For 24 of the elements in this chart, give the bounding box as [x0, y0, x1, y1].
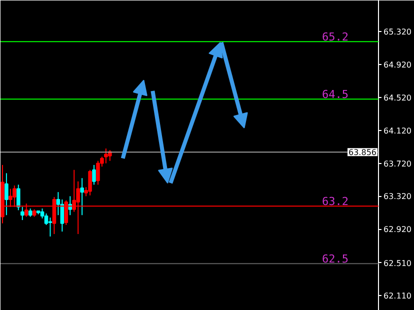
candlestick — [68, 196, 72, 216]
candlestick — [4, 172, 8, 216]
ref-line-label: 63.2 — [322, 195, 349, 208]
y-tick-label: 63.320 — [384, 192, 412, 202]
ref-line-label: 65.2 — [322, 30, 349, 44]
candlestick — [48, 217, 52, 237]
ref-line-label: 64.5 — [322, 88, 349, 102]
candlestick — [20, 206, 24, 221]
y-tick-label: 63.720 — [384, 159, 412, 168]
candlestick — [88, 169, 92, 196]
candlestick — [96, 160, 100, 186]
y-tick-label: 64.520 — [384, 94, 412, 103]
ref-line-label: 63.856 — [348, 148, 376, 158]
y-tick-label: 64.120 — [384, 126, 412, 136]
candlestick — [16, 184, 20, 211]
y-tick-label: 65.320 — [384, 28, 412, 37]
y-tick-label: 64.920 — [384, 60, 412, 70]
candlestick — [80, 178, 84, 216]
candlestick — [104, 148, 108, 164]
candlestick — [92, 164, 96, 186]
ref-line-label: 62.5 — [322, 252, 349, 266]
y-tick-label: 62.110 — [384, 292, 412, 301]
y-tick-label: 62.920 — [384, 225, 412, 234]
y-tick-label: 62.510 — [384, 258, 412, 268]
